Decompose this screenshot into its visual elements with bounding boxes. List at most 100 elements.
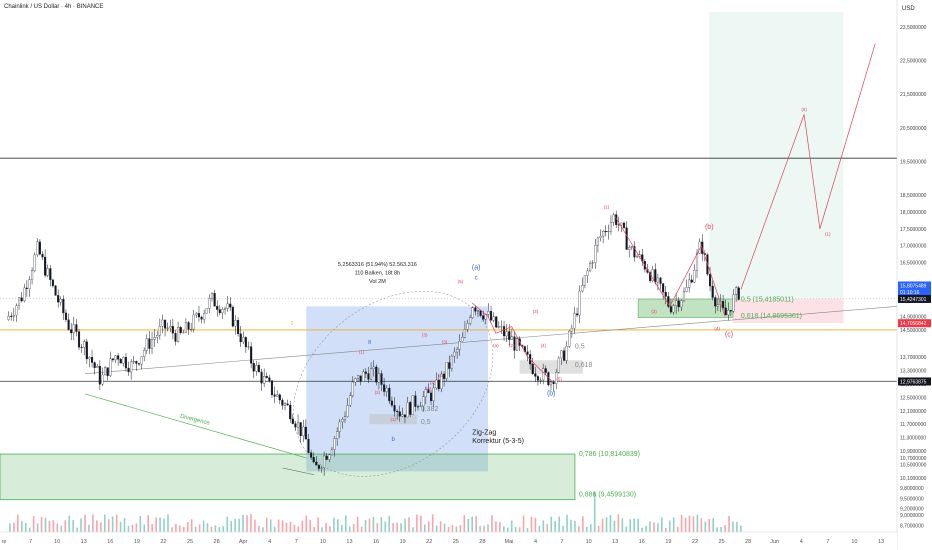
volume-bar — [163, 518, 165, 532]
candle-body — [403, 414, 407, 418]
price-tick-label: 16,5000000 — [900, 261, 927, 267]
candle-body — [23, 287, 26, 302]
volume-bar — [684, 517, 687, 532]
candle-body — [7, 315, 10, 320]
candle-body — [213, 293, 216, 307]
candle-body — [596, 237, 599, 246]
candle-body — [33, 254, 36, 271]
candle-body — [583, 275, 586, 286]
volume-bar — [696, 514, 699, 532]
volume-bar — [724, 525, 726, 532]
time-tick-label: 13 — [81, 539, 87, 545]
candle-body — [247, 346, 250, 348]
time-tick-label: Apr — [239, 539, 248, 545]
time-tick-label: 7 — [29, 539, 32, 545]
candle-body — [307, 438, 310, 453]
volume-bar — [143, 524, 146, 532]
candle-body — [409, 402, 412, 415]
volume-bar — [649, 521, 651, 532]
price-tick-label: 10,7000000 — [900, 456, 927, 462]
price-tick-label: 18,0000000 — [900, 210, 927, 216]
volume-bar — [491, 515, 493, 532]
volume-bar — [408, 517, 410, 532]
candle-body — [510, 336, 513, 340]
volume-bar — [186, 522, 189, 532]
wave-count-label: (3) — [533, 309, 539, 314]
volume-bar — [17, 514, 19, 532]
candle-body — [732, 294, 735, 312]
volume-bar — [562, 525, 564, 532]
volume-bar — [36, 523, 39, 532]
volume-bar — [84, 514, 86, 532]
candle-body — [570, 327, 573, 332]
price-tick-label: 17,0000000 — [900, 244, 927, 250]
volume-bar — [487, 524, 489, 532]
volume-bar — [609, 515, 612, 532]
candle-body — [304, 426, 307, 440]
volume-bar — [28, 527, 31, 532]
candle-body — [226, 303, 229, 309]
volume-bar — [585, 526, 588, 532]
candle-body — [85, 341, 88, 360]
candle-body — [31, 270, 34, 280]
volume-bar — [554, 520, 556, 532]
volume-bar — [325, 522, 327, 532]
candle-body — [64, 312, 68, 320]
zigzag-label-1: Zig-Zag — [472, 429, 496, 436]
volume-bar — [151, 524, 153, 532]
volume-bar — [617, 514, 620, 532]
volume-bar — [700, 518, 703, 532]
volume-bar — [364, 519, 367, 532]
wave-c-small-label: c — [475, 275, 478, 281]
candle-body — [502, 326, 506, 337]
candle-body — [370, 368, 373, 380]
candle-body — [223, 308, 227, 310]
volume-bar — [76, 527, 78, 532]
wave-count-label: (4) — [541, 343, 547, 348]
candle-body — [505, 331, 508, 337]
volume-bar — [317, 517, 319, 532]
time-tick-label: 7 — [295, 539, 298, 545]
candle-body — [695, 253, 699, 271]
volume-bar — [301, 520, 304, 532]
candle-body — [448, 362, 451, 369]
volume-bar — [542, 520, 545, 532]
stop-zone — [732, 299, 844, 324]
candle-body — [359, 375, 362, 382]
price-tick-label: 22,5000000 — [900, 59, 927, 65]
candle-body — [158, 326, 161, 336]
candle-body — [28, 279, 31, 289]
volume-bar — [194, 526, 197, 532]
candle-body — [320, 467, 323, 469]
candle-body — [104, 367, 107, 376]
volume-bar — [431, 514, 434, 532]
volume-bar — [337, 519, 339, 532]
candle-body — [325, 455, 328, 460]
time-tick-label: 13 — [612, 539, 618, 545]
candle-body — [289, 404, 292, 420]
candle-body — [182, 332, 185, 334]
volume-bar — [661, 517, 663, 532]
candle-body — [62, 298, 65, 314]
volume-bar — [593, 491, 596, 532]
measure-box — [306, 306, 489, 472]
candle-body — [161, 319, 164, 327]
candle-body — [101, 374, 104, 385]
candle-body — [576, 313, 579, 316]
candle-body — [416, 406, 420, 408]
volume-bar — [155, 517, 157, 532]
wave-count-label: (4) — [438, 373, 444, 378]
candle-body — [492, 316, 495, 321]
volume-bar — [518, 527, 521, 532]
candle-body — [635, 256, 639, 258]
candle-body — [628, 247, 631, 250]
candle-body — [456, 349, 459, 353]
volume-bar — [439, 521, 442, 532]
price-tick-label: 17,5000000 — [900, 227, 927, 233]
candle-body — [565, 346, 568, 361]
candle-body — [693, 270, 696, 283]
candle-body — [367, 373, 370, 380]
volume-bar — [514, 527, 517, 532]
